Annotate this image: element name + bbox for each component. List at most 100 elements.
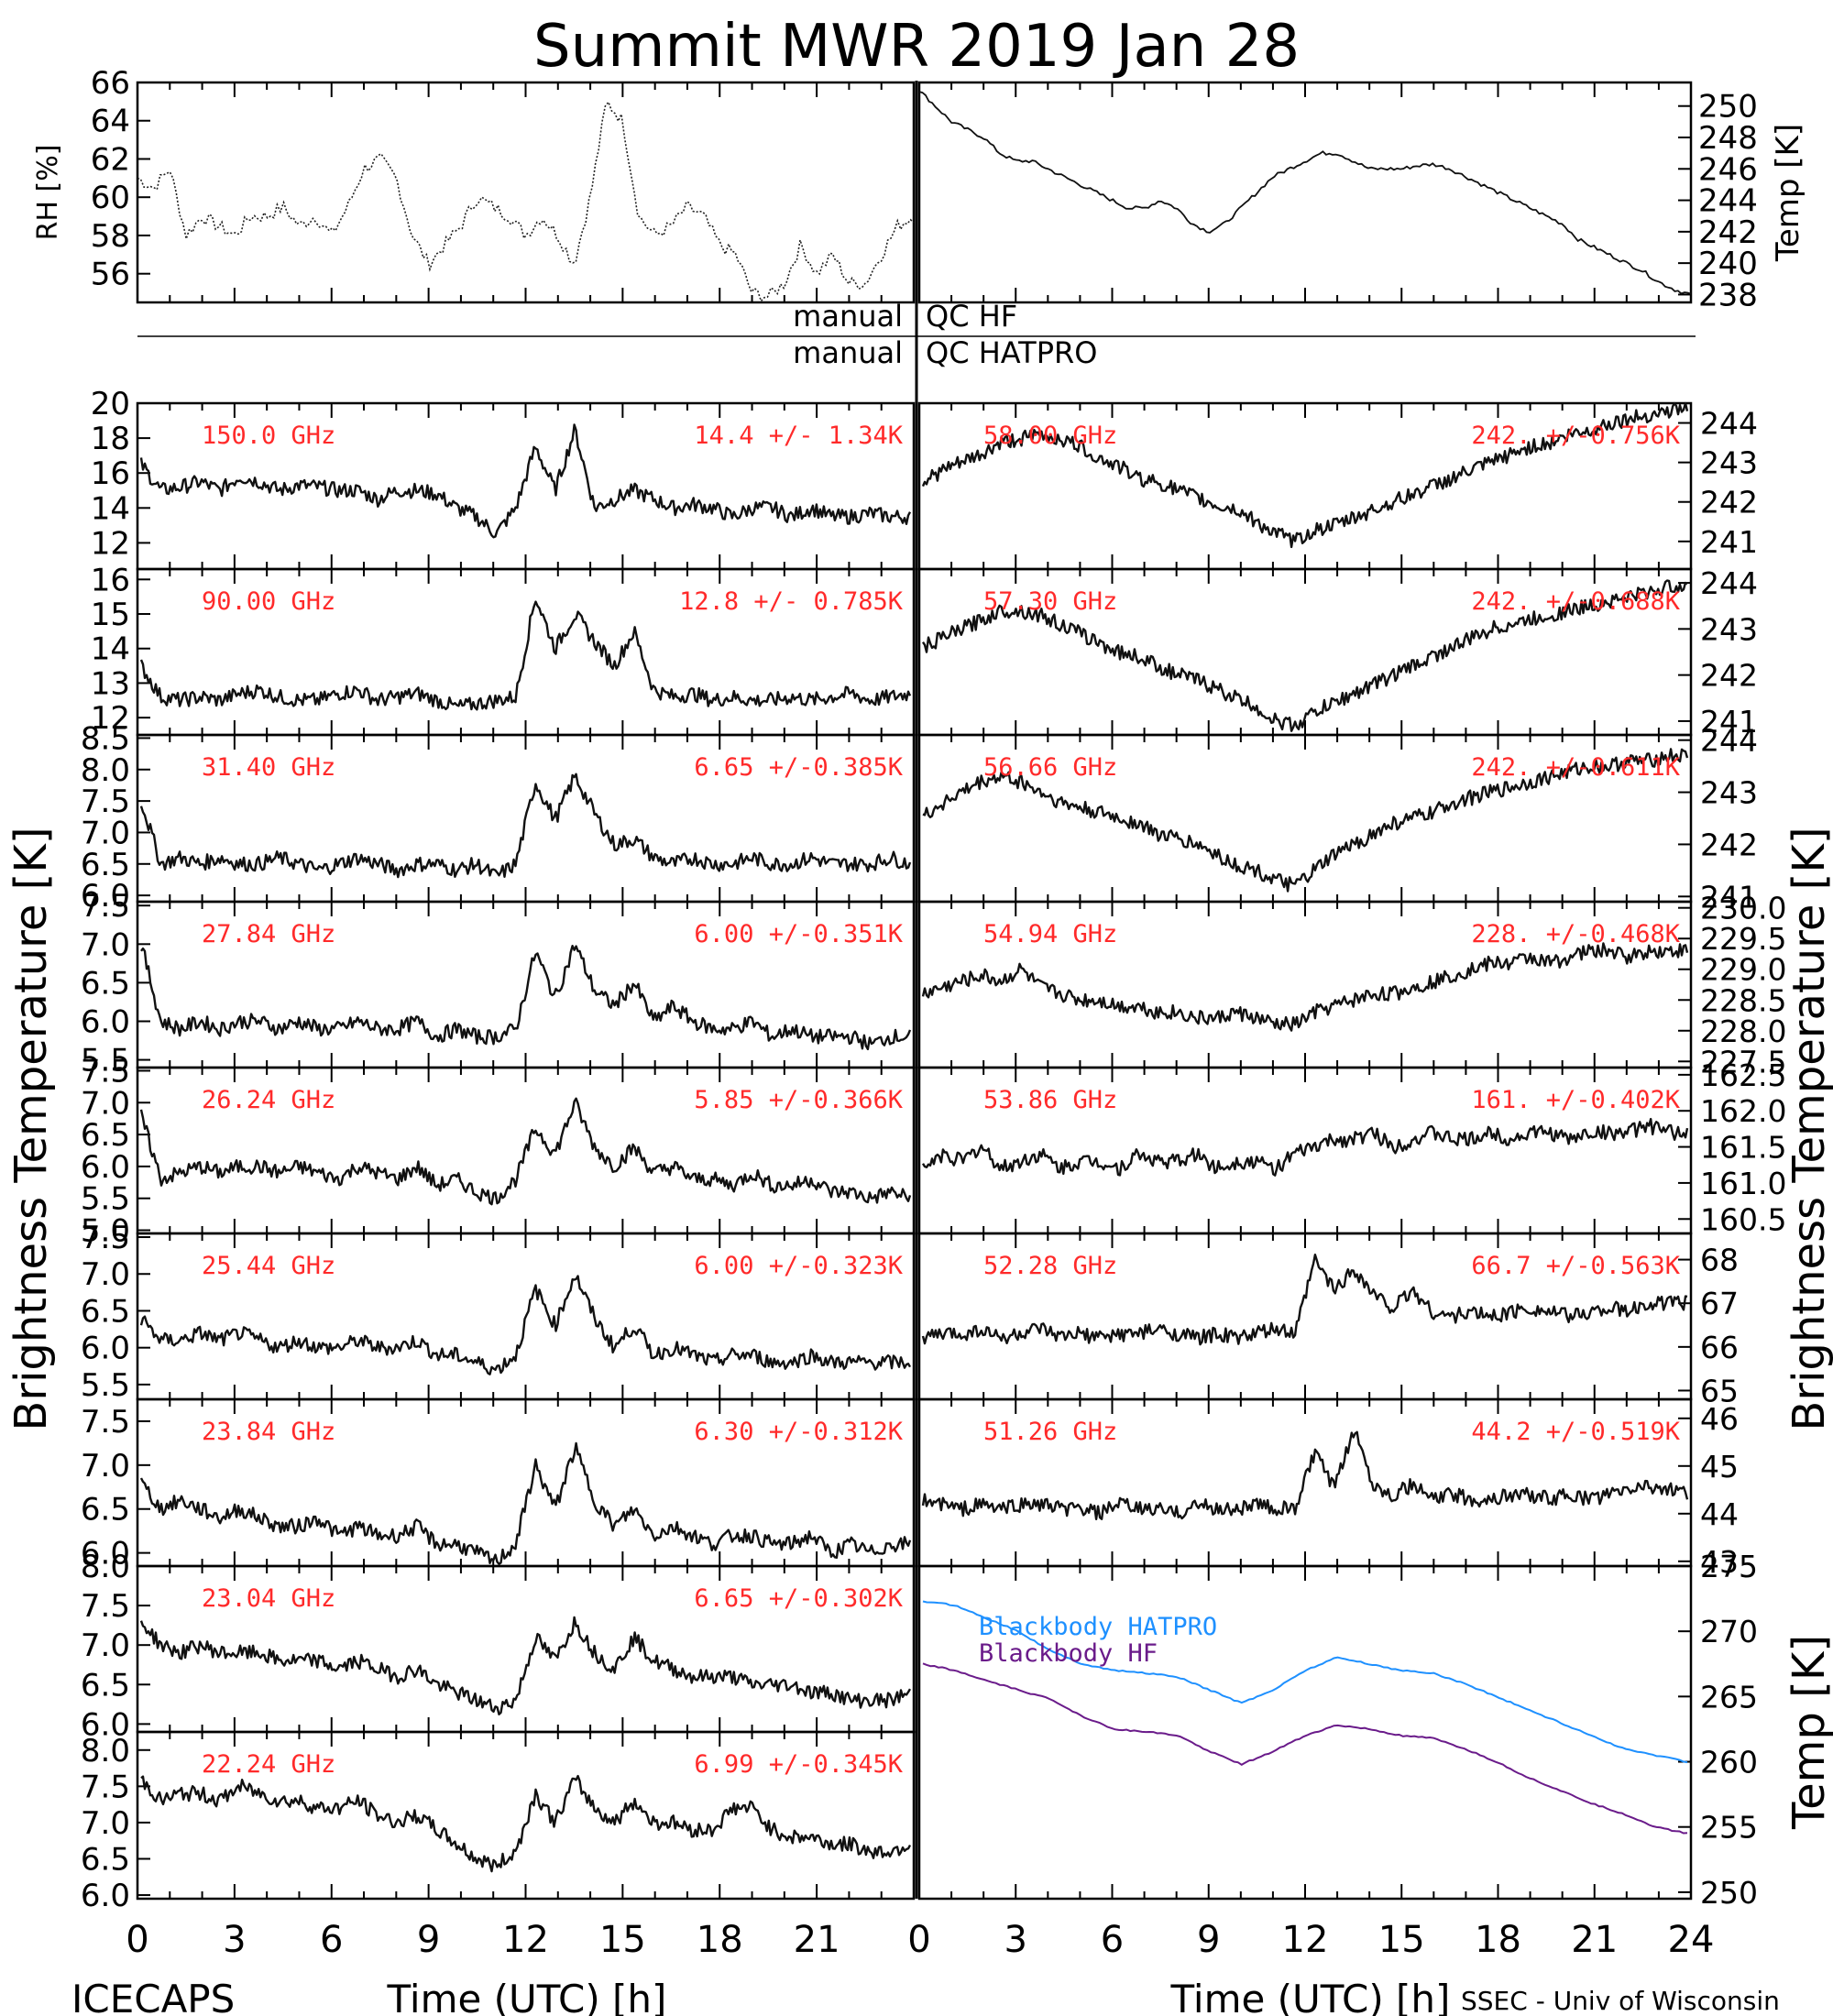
y-tick-label: 8.5 [81,720,130,757]
y-tick-label: 18 [91,421,130,457]
y-tick-label: 228.0 [1700,1013,1786,1049]
y-tick-label: 6.5 [81,1841,130,1878]
bb-tick-label: 265 [1700,1679,1758,1715]
y-tick-label: 6.0 [81,1003,130,1040]
stat-label: 242. +/-0.756K [1471,422,1680,450]
y-tick-label: 6.5 [81,1667,130,1704]
y-tick-label: 5.5 [81,1043,130,1079]
x-tick-label: 12 [1282,1919,1329,1961]
tb-series [921,1253,1688,1346]
y-tick-label: 6.0 [81,1149,130,1186]
rh-tick-label: 60 [91,180,130,216]
tb-series [139,1275,912,1375]
y-tick-label: 6.0 [81,878,130,915]
temp-tick-label: 250 [1698,89,1758,126]
met-frame [917,81,1693,304]
y-tick-label: 12 [91,700,130,737]
x-tick-label: 18 [1475,1919,1521,1961]
x-tick-label: 3 [1004,1919,1027,1961]
y-tick-label: 8.0 [81,752,130,789]
y-tick-label: 16 [91,455,130,492]
freq-label: 150.0 GHz [202,422,335,450]
temp-tick-label: 248 [1698,120,1758,157]
left-ylabel: Brightness Temperature [K] [5,827,57,1430]
y-tick-label: 229.0 [1700,952,1786,988]
x-tick-label: 21 [1571,1919,1618,1961]
freq-label: 56.66 GHz [983,753,1117,782]
tb-series [921,942,1689,1032]
y-tick-label: 241 [1700,704,1758,740]
y-tick-label: 6.0 [81,1706,130,1743]
rh-tick-label: 66 [91,65,130,102]
y-tick-label: 243 [1700,445,1758,481]
stat-label: 6.00 +/-0.351K [694,920,903,948]
y-tick-label: 241 [1700,524,1758,560]
bb-legend-entry: Blackbody HF [979,1639,1158,1668]
y-tick-label: 242 [1700,827,1758,862]
y-tick-label: 161.5 [1700,1130,1786,1166]
bb-ylabel: Temp [K] [1784,1635,1833,1830]
freq-label: 25.44 GHz [202,1252,335,1280]
tb-series [139,1097,912,1206]
x-tick-label: 12 [502,1919,549,1961]
y-tick-label: 7.5 [81,1220,130,1256]
temp-ylabel: Temp [K] [1770,124,1806,262]
y-tick-label: 244 [1700,406,1758,442]
y-tick-label: 8.0 [81,1549,130,1585]
y-tick-label: 5.5 [81,1367,130,1404]
y-tick-label: 6.5 [81,847,130,883]
tb-series [139,600,912,711]
y-tick-label: 7.0 [81,1627,130,1664]
stat-label: 6.65 +/-0.385K [694,753,903,782]
bb-series [922,1600,1688,1764]
freq-label: 27.84 GHz [202,920,335,948]
y-tick-label: 160.5 [1700,1201,1786,1237]
flag-hf-left: manual [793,299,903,334]
stat-label: 6.65 +/-0.302K [694,1584,903,1613]
stat-label: 6.99 +/-0.345K [694,1750,903,1779]
temp-tick-label: 238 [1698,277,1758,313]
temp-series [918,91,1692,295]
y-tick-label: 7.5 [81,1404,130,1441]
tb-series [921,401,1689,549]
x-tick-label: 0 [126,1919,148,1961]
flag-hatpro-left: manual [793,335,903,370]
y-tick-label: 7.0 [81,1805,130,1842]
x-tick-label: 6 [1101,1919,1124,1961]
y-tick-label: 43 [1700,1544,1739,1580]
flag-hatpro-right: QC HATPRO [926,335,1097,370]
tb-series [139,1441,912,1565]
y-tick-label: 242 [1700,658,1758,694]
bb-tick-label: 270 [1700,1614,1758,1649]
x-tick-label: 3 [223,1919,246,1961]
y-tick-label: 16 [91,562,130,598]
y-tick-label: 244 [1700,565,1758,601]
freq-label: 90.00 GHz [202,587,335,616]
x-tick-label: 18 [697,1919,743,1961]
y-tick-label: 228.5 [1700,982,1786,1018]
stat-label: 161. +/-0.402K [1471,1086,1680,1114]
y-tick-label: 7.0 [81,815,130,851]
y-tick-label: 44 [1700,1496,1739,1532]
tb-series [139,423,912,539]
x-tick-label: 6 [320,1919,343,1961]
temp-tick-label: 242 [1698,214,1758,251]
y-tick-label: 6.5 [81,1293,130,1330]
x-tick-label: 15 [599,1919,646,1961]
bb-series [922,1662,1688,1835]
y-tick-label: 227.5 [1700,1044,1786,1079]
x-tick-label: 21 [794,1919,840,1961]
tb-series [139,772,912,879]
x-tick-label: 0 [907,1919,930,1961]
tb-series [140,1774,912,1873]
bb-tick-label: 275 [1700,1549,1758,1584]
freq-label: 26.24 GHz [202,1086,335,1114]
rh-tick-label: 58 [91,218,130,255]
stat-label: 66.7 +/-0.563K [1471,1252,1680,1280]
y-tick-label: 5.0 [81,1213,130,1250]
freq-label: 52.28 GHz [983,1252,1117,1280]
y-tick-label: 162.0 [1700,1093,1786,1129]
y-tick-label: 241 [1700,879,1758,915]
